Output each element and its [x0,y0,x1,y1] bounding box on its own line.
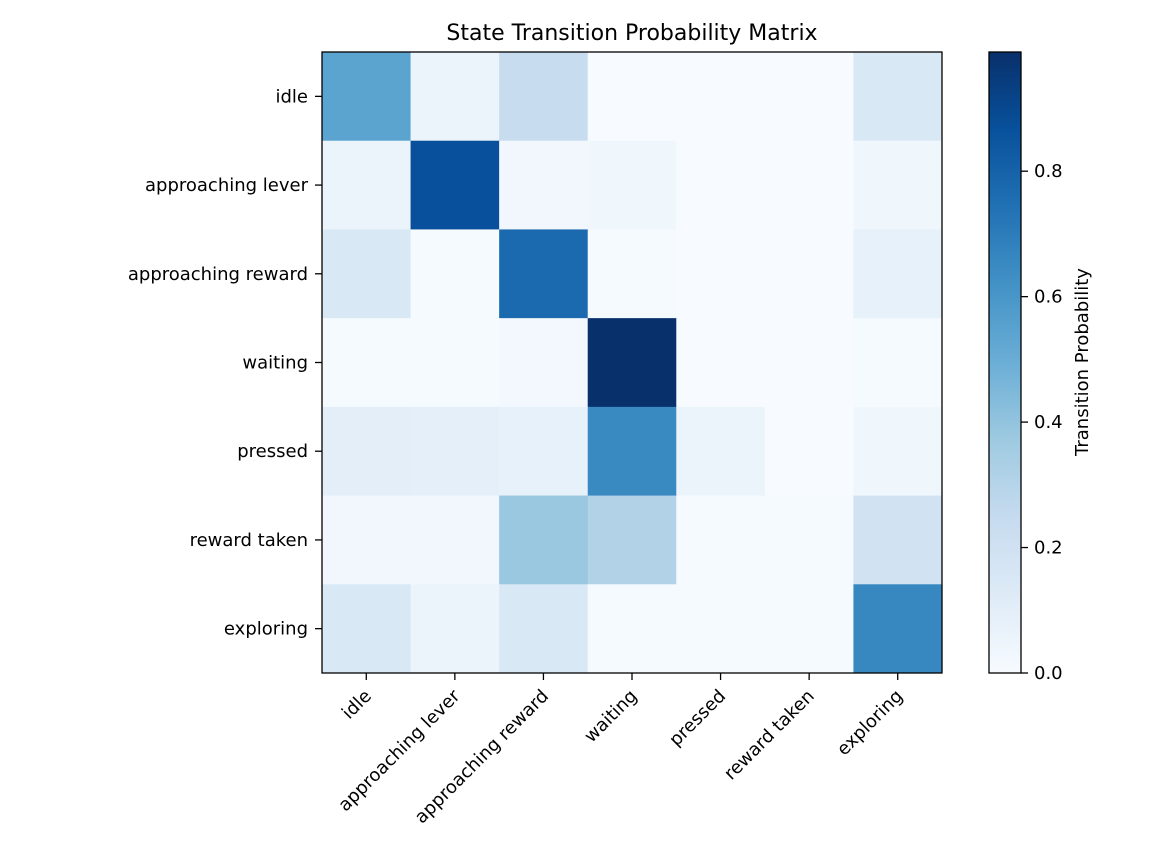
colorbar-axis: 0.0 0.2 0.4 0.6 0.8 [1021,161,1063,684]
y-tick-label: waiting [242,353,308,374]
heatmap-cell [322,406,412,497]
heatmap-cell [853,495,943,585]
heatmap-cell [499,140,589,230]
y-tick-label: pressed [237,441,308,462]
heatmap-cell [322,52,412,142]
y-tick-label: reward taken [190,530,308,551]
chart-title: State Transition Probability Matrix [446,21,817,46]
y-tick-label: approaching reward [128,264,308,285]
heatmap-cell [853,229,943,319]
heatmap-cell [676,52,766,142]
heatmap-cell [499,584,589,674]
heatmap-cell [322,140,412,230]
y-tick-label: approaching lever [145,175,309,196]
heatmap-cell [499,495,589,585]
colorbar-tick-label: 0.2 [1034,538,1063,559]
heatmap-cell [764,495,854,585]
heatmap-cell [764,140,854,230]
heatmap-cell [410,140,500,230]
heatmap-cell [587,406,677,497]
heatmap-cell [853,584,943,674]
heatmap-cell [764,318,854,408]
heatmap-cell [587,140,677,230]
colorbar-gradient [989,52,1021,673]
heatmap-cell [587,584,677,674]
heatmap-cell [410,406,500,497]
heatmap-cell [587,495,677,585]
heatmap-cell [676,584,766,674]
heatmap-cell [853,318,943,408]
heatmap-cell [676,495,766,585]
y-axis: idle approaching lever approaching reward w… [128,86,322,640]
heatmap-cell [499,229,589,319]
heatmap-cell [764,229,854,319]
colorbar-label: Transition Probability [1072,268,1093,457]
heatmap-cell [676,318,766,408]
heatmap-cell [587,318,677,408]
colorbar-tick-label: 0.0 [1034,663,1063,684]
heatmap-cell [764,406,854,497]
colorbar-frame [988,51,1022,674]
colorbar-tick-label: 0.6 [1034,287,1063,308]
heatmap-cell [322,229,412,319]
heatmap-cell [853,140,943,230]
heatmap-cell [322,318,412,408]
heatmap-cell [499,52,589,142]
heatmap-cell [410,52,500,142]
heatmap-cell [676,140,766,230]
heatmap-cell [676,406,766,497]
y-tick-label: idle [275,86,308,107]
heatmap-cell [410,584,500,674]
heatmap-cell [410,229,500,319]
heatmap-cell [499,406,589,497]
heatmap-cell [587,229,677,319]
heatmap-cell [322,495,412,585]
heatmap-cells [322,52,943,674]
colorbar-tick-label: 0.4 [1034,412,1063,433]
heatmap-cell [410,495,500,585]
y-tick-label: exploring [224,619,308,640]
heatmap-cell [764,52,854,142]
colorbar-tick-label: 0.8 [1034,161,1063,182]
heatmap-cell [853,406,943,497]
heatmap-cell [764,584,854,674]
heatmap-cell [499,318,589,408]
heatmap-cell [587,52,677,142]
heatmap-cell [676,229,766,319]
heatmap-cell [853,52,943,142]
heatmap-cell [410,318,500,408]
heatmap-cell [322,584,412,674]
